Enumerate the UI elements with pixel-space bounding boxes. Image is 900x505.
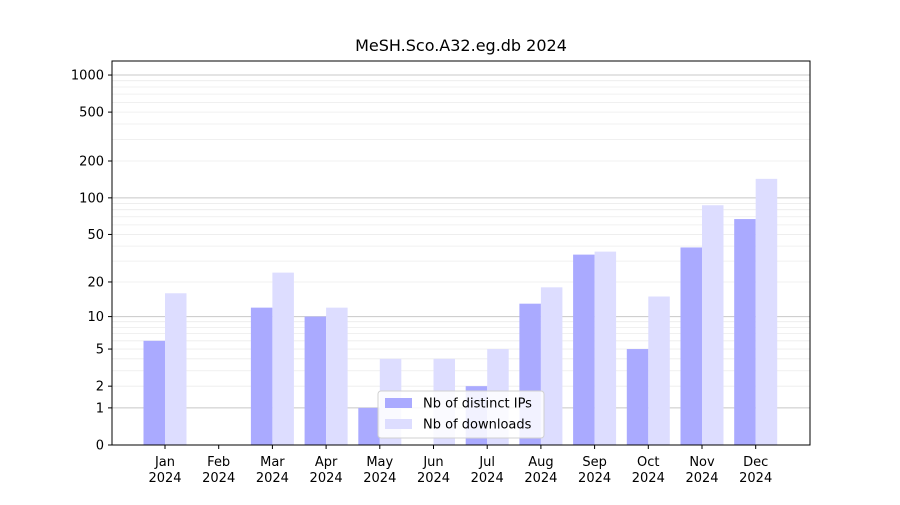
y-tick-label: 50 [87, 228, 104, 243]
legend-label: Nb of distinct IPs [423, 397, 532, 412]
y-tick-label: 100 [79, 191, 104, 206]
x-tick-label-year: 2024 [148, 471, 181, 486]
bar-downloads [648, 296, 670, 445]
bar-distinct-ips [734, 219, 756, 445]
x-tick-label-year: 2024 [202, 471, 235, 486]
y-tick-label: 5 [96, 343, 104, 358]
bar-distinct-ips [573, 254, 595, 445]
legend-label: Nb of downloads [423, 418, 532, 433]
x-tick-label-year: 2024 [632, 471, 665, 486]
x-tick-label-month: Aug [528, 455, 553, 470]
plot-frame [111, 60, 811, 446]
x-tick-label-year: 2024 [417, 471, 450, 486]
x-tick-label-month: Sep [582, 455, 607, 470]
chart-title: MeSH.Sco.A32.eg.db 2024 [355, 36, 567, 55]
bar-distinct-ips [680, 247, 702, 445]
x-tick-label-year: 2024 [310, 471, 343, 486]
y-tick-label: 0 [96, 439, 104, 454]
x-tick-label-year: 2024 [256, 471, 289, 486]
bar-distinct-ips [143, 340, 165, 445]
bar-downloads [540, 287, 563, 445]
y-tick-label: 1000 [71, 69, 104, 84]
y-tick-label: 200 [79, 155, 104, 170]
bar-downloads [755, 178, 778, 445]
bar-downloads [326, 307, 348, 445]
bar-distinct-ips [304, 316, 327, 445]
legend-box [377, 390, 545, 439]
bar-downloads [594, 251, 617, 445]
x-tick-label-month: Apr [315, 455, 338, 470]
x-tick-label-year: 2024 [739, 471, 772, 486]
x-tick-label-month: Mar [260, 455, 285, 470]
y-tick-label: 20 [87, 275, 104, 290]
y-tick-label: 1 [96, 401, 104, 416]
x-tick-label-month: May [366, 455, 393, 470]
x-tick-label-month: Nov [689, 455, 715, 470]
x-tick-label-month: Oct [637, 455, 659, 470]
bar-downloads [272, 272, 294, 445]
x-tick-label-month: Feb [207, 455, 230, 470]
x-tick-label-year: 2024 [363, 471, 396, 486]
legend: Nb of distinct IPs Nb of downloads [377, 390, 545, 439]
x-axis-ticks: Jan2024Feb2024Mar2024Apr2024May2024Jun20… [148, 445, 772, 486]
legend-swatch [385, 419, 412, 429]
legend-swatch [385, 398, 412, 408]
x-tick-label-year: 2024 [524, 471, 557, 486]
bar-downloads [165, 293, 187, 445]
bar-distinct-ips [626, 349, 649, 445]
y-axis-ticks: 0 1 2 5 10 20 50 100 200 500 1000 [71, 69, 112, 454]
axes [111, 60, 811, 446]
x-tick-label-year: 2024 [685, 471, 718, 486]
x-tick-label-month: Jul [478, 455, 495, 470]
x-tick-label-month: Dec [743, 455, 768, 470]
x-tick-label-year: 2024 [471, 471, 504, 486]
y-tick-label: 10 [87, 310, 104, 325]
x-tick-label-month: Jun [422, 455, 443, 470]
bar-distinct-ips [358, 407, 380, 445]
x-tick-label-month: Jan [154, 455, 175, 470]
bar-distinct-ips [250, 307, 273, 445]
y-tick-label: 500 [79, 106, 104, 121]
y-tick-label: 2 [96, 380, 104, 395]
x-tick-label-year: 2024 [578, 471, 611, 486]
bar-downloads [702, 205, 724, 445]
